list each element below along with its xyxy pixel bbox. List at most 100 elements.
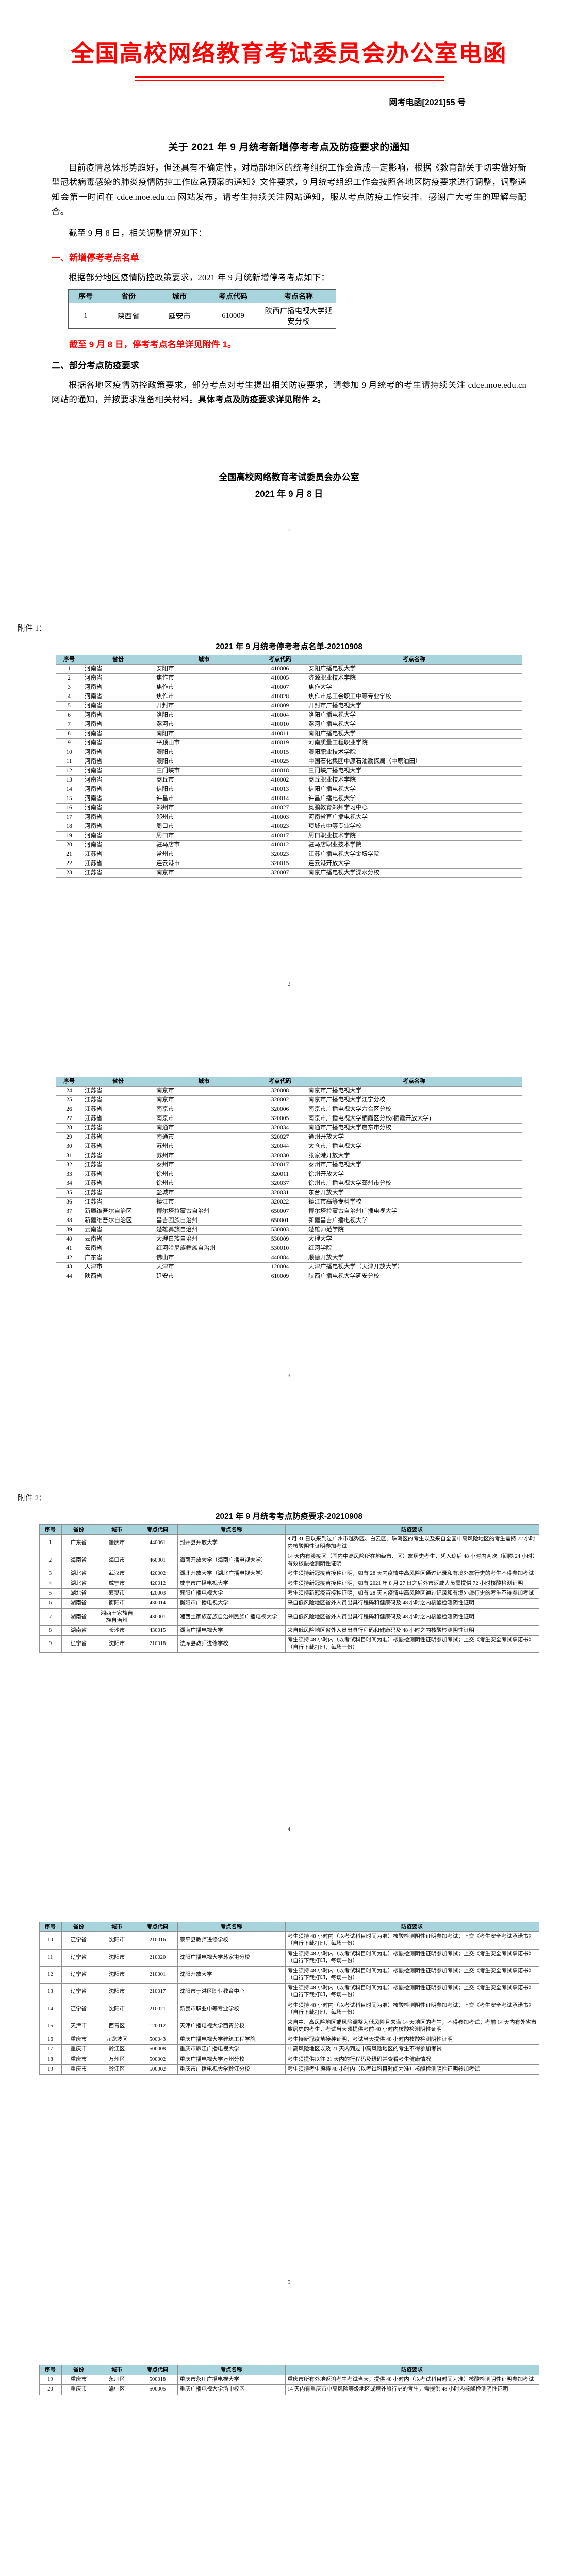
cell-city: 武汉市 [95, 1568, 138, 1580]
attachment-1-body-part-1: 1 河南省 安阳市 410006 安阳广播电视大学 2 河南省 焦作市 410005 济源职业技术… [56, 664, 522, 878]
table-row: 34 江苏省 徐州市 320037 徐州市广播电视大学邳州市分校 [56, 1179, 522, 1189]
cell-epidemic-requirement: 考生须持新冠疫苗接种证明，如有 28 天内疫情中高风险区通过记录和有境外旅行史的… [285, 1588, 539, 1599]
organization-title: 全国高校网络教育考试委员会办公室电函 [71, 40, 507, 66]
cell-site-code: 530009 [254, 1234, 306, 1244]
cell-city: 襄樊市 [95, 1588, 138, 1599]
cell-index: 24 [56, 1086, 82, 1096]
cell-city: 南阳市 [154, 729, 254, 739]
column-header-city: 城市 [95, 1921, 138, 1933]
cell-province: 河南省 [82, 794, 154, 804]
cell-index: 36 [56, 1197, 82, 1207]
cell-site-name: 南通市广播电视大学启东市分校 [306, 1123, 522, 1133]
column-header-site-name: 考点名称 [177, 1921, 286, 1933]
cell-site-name: 衡阳市广播电视大学 [177, 1598, 286, 1609]
cell-site-name: 重庆广播电视大学万州分校 [177, 2054, 286, 2065]
cell-province: 河南省 [82, 710, 154, 720]
table-row: 18 重庆市 万州区 500002 重庆广播电视大学万州分校 考生须提供以往 21 天内的… [39, 2054, 539, 2065]
cell-site-code: 410002 [254, 775, 306, 785]
cell-city: 沈阳市 [95, 2000, 138, 2018]
attachment-1-label: 附件 1： [18, 624, 47, 633]
cell-site-name: 重庆广播电视大学建筑工程学院 [177, 2035, 286, 2045]
cell-site-name: 南京市广播电视大学江宁分校 [306, 1095, 522, 1105]
cell-city: 咸宁市 [95, 1579, 138, 1589]
cell-site-code: 320017 [254, 1160, 306, 1170]
cell-epidemic-requirement: 考生须持新冠疫苗接种证明，如有 28 天内疫情中高风险区通过记录和有境外旅行史的… [285, 1568, 539, 1580]
cell-index: 29 [56, 1132, 82, 1142]
cell-site-code: 320030 [254, 1151, 306, 1161]
cell-province: 河南省 [82, 766, 154, 776]
cell-index: 38 [56, 1216, 82, 1226]
cell-index: 31 [56, 1151, 82, 1161]
cell-site-code: 460001 [137, 1551, 178, 1569]
cell-epidemic-requirement: 考生须持 48 小时内（以考试科目时间为准）核酸检测阴性证明参加考试；上交《考生… [285, 1948, 539, 1967]
cell-site-name: 焦作大学 [306, 683, 522, 692]
cell-epidemic-requirement: 14 天内有重庆市中高风险等级地区或境外旅行史的考生，需提供 48 小时内核酸检… [285, 2384, 539, 2395]
cell-index: 13 [56, 775, 82, 785]
cell-index: 23 [56, 868, 82, 878]
cell-epidemic-requirement: 重庆市所有外地返渝考生考试当天，提供 48 小时内（以考试科目时间为准）核酸检测… [285, 2375, 539, 2385]
cell-index: 3 [56, 683, 82, 692]
cell-index: 4 [39, 1579, 62, 1589]
cell-province: 重庆市 [61, 2035, 96, 2045]
cell-city: 昌吉回族自治州 [154, 1216, 254, 1226]
cell-site-name: 三门峡广播电视大学 [306, 766, 522, 776]
cell-site-code: 320011 [254, 1170, 306, 1179]
table-row: 31 江苏省 苏州市 320030 张家港开放大学 [56, 1151, 522, 1161]
cell-province: 河南省 [82, 840, 154, 850]
cell-site-name: 湖南广播电视大学 [177, 1625, 286, 1636]
section-2-heading: 二、部分考点防疫要求 [52, 361, 139, 370]
section-1-note: 截至 9 月 8 日，停考考点名单详见附件 1。 [69, 340, 236, 349]
cell-site-name: 南京市广播电视大学 [306, 1086, 522, 1096]
column-header-province: 省份 [61, 1524, 96, 1535]
cell-index: 7 [56, 720, 82, 730]
cell-index: 32 [56, 1160, 82, 1170]
cell-site-name: 信阳广播电视大学 [306, 785, 522, 794]
table-row: 8 湖南省 长沙市 430015 湖南广播电视大学 来自低风险地区省外人员出具行程码和健康… [39, 1625, 539, 1636]
cell-site-code: 500002 [137, 2054, 178, 2065]
table-header-row: 序号 省份 城市 考点代码 考点名称 防疫要求 [39, 1524, 539, 1535]
cell-site-name: 沈阳广播电视大学苏家屯分校 [177, 1948, 286, 1967]
cell-site-code: 210018 [137, 1635, 178, 1653]
cell-site-code: 320037 [254, 1179, 306, 1189]
cell-province: 湖北省 [61, 1568, 96, 1580]
cell-site-code: 420002 [137, 1568, 178, 1580]
cell-province: 云南省 [82, 1225, 154, 1235]
cell-province: 河南省 [82, 785, 154, 794]
column-header-city: 城市 [154, 289, 205, 303]
cell-city: 永川区 [95, 2375, 138, 2385]
table-row: 27 江苏省 南京市 320005 南京市广播电视大学栖霞区分校(栖霞开放大学) [56, 1114, 522, 1124]
cell-site-code: 500005 [137, 2384, 178, 2395]
cell-province: 河南省 [82, 701, 154, 711]
cell-site-name: 顺德开放大学 [306, 1253, 522, 1263]
cell-site-code: 320031 [254, 1188, 306, 1198]
cell-epidemic-requirement: 中高风险地区以及 21 天内到过中高风险地区的考生不得参加考试 [285, 2044, 539, 2055]
cell-site-name: 安阳广播电视大学 [306, 664, 522, 674]
section-2-text: 根据各地区疫情防控政策要求，部分考点对考生提出相关防疫要求，请参加 9 月统考的… [52, 380, 526, 405]
table-row: 12 河南省 三门峡市 410018 三门峡广播电视大学 [56, 766, 522, 776]
cell-site-code: 320015 [254, 859, 306, 869]
cell-index: 39 [56, 1225, 82, 1235]
cell-city: 南通市 [154, 1132, 254, 1142]
document-number: 网考电函[2021]55 号 [389, 98, 466, 107]
cell-site-code: 410011 [254, 729, 306, 739]
cell-index: 34 [56, 1179, 82, 1189]
table-row: 7 湖南省 湘西土家族苗族自治州 430001 湘西土家族苗族自治州民族广播电视大学 来自… [39, 1608, 539, 1626]
cell-index: 11 [39, 1948, 62, 1967]
cell-index: 1 [68, 303, 103, 329]
attachment-1-title: 2021 年 9 月统考停考考点名单-20210908 [215, 642, 363, 651]
table-row: 26 江苏省 南京市 320006 南京市广播电视大学六合区分校 [56, 1105, 522, 1114]
cell-city: 焦作市 [154, 692, 254, 702]
cell-city: 肇庆市 [95, 1534, 138, 1552]
table-row: 11 辽宁省 沈阳市 210020 沈阳广播电视大学苏家屯分校 考生须持 48 小时内（以… [39, 1948, 539, 1967]
cell-site-code: 320008 [254, 1086, 306, 1096]
cell-city: 博尔塔拉蒙古自治州 [154, 1207, 254, 1216]
cell-index: 1 [56, 664, 82, 674]
cell-index: 17 [56, 812, 82, 822]
column-header-city: 城市 [95, 2364, 138, 2376]
cell-site-code: 120004 [254, 1262, 306, 1272]
cell-province: 河南省 [82, 729, 154, 739]
cell-province: 江苏省 [82, 1105, 154, 1114]
cell-index: 7 [39, 1608, 62, 1626]
cell-site-name: 襄阳广播电视大学 [177, 1588, 286, 1599]
cell-site-code: 420003 [137, 1588, 178, 1599]
